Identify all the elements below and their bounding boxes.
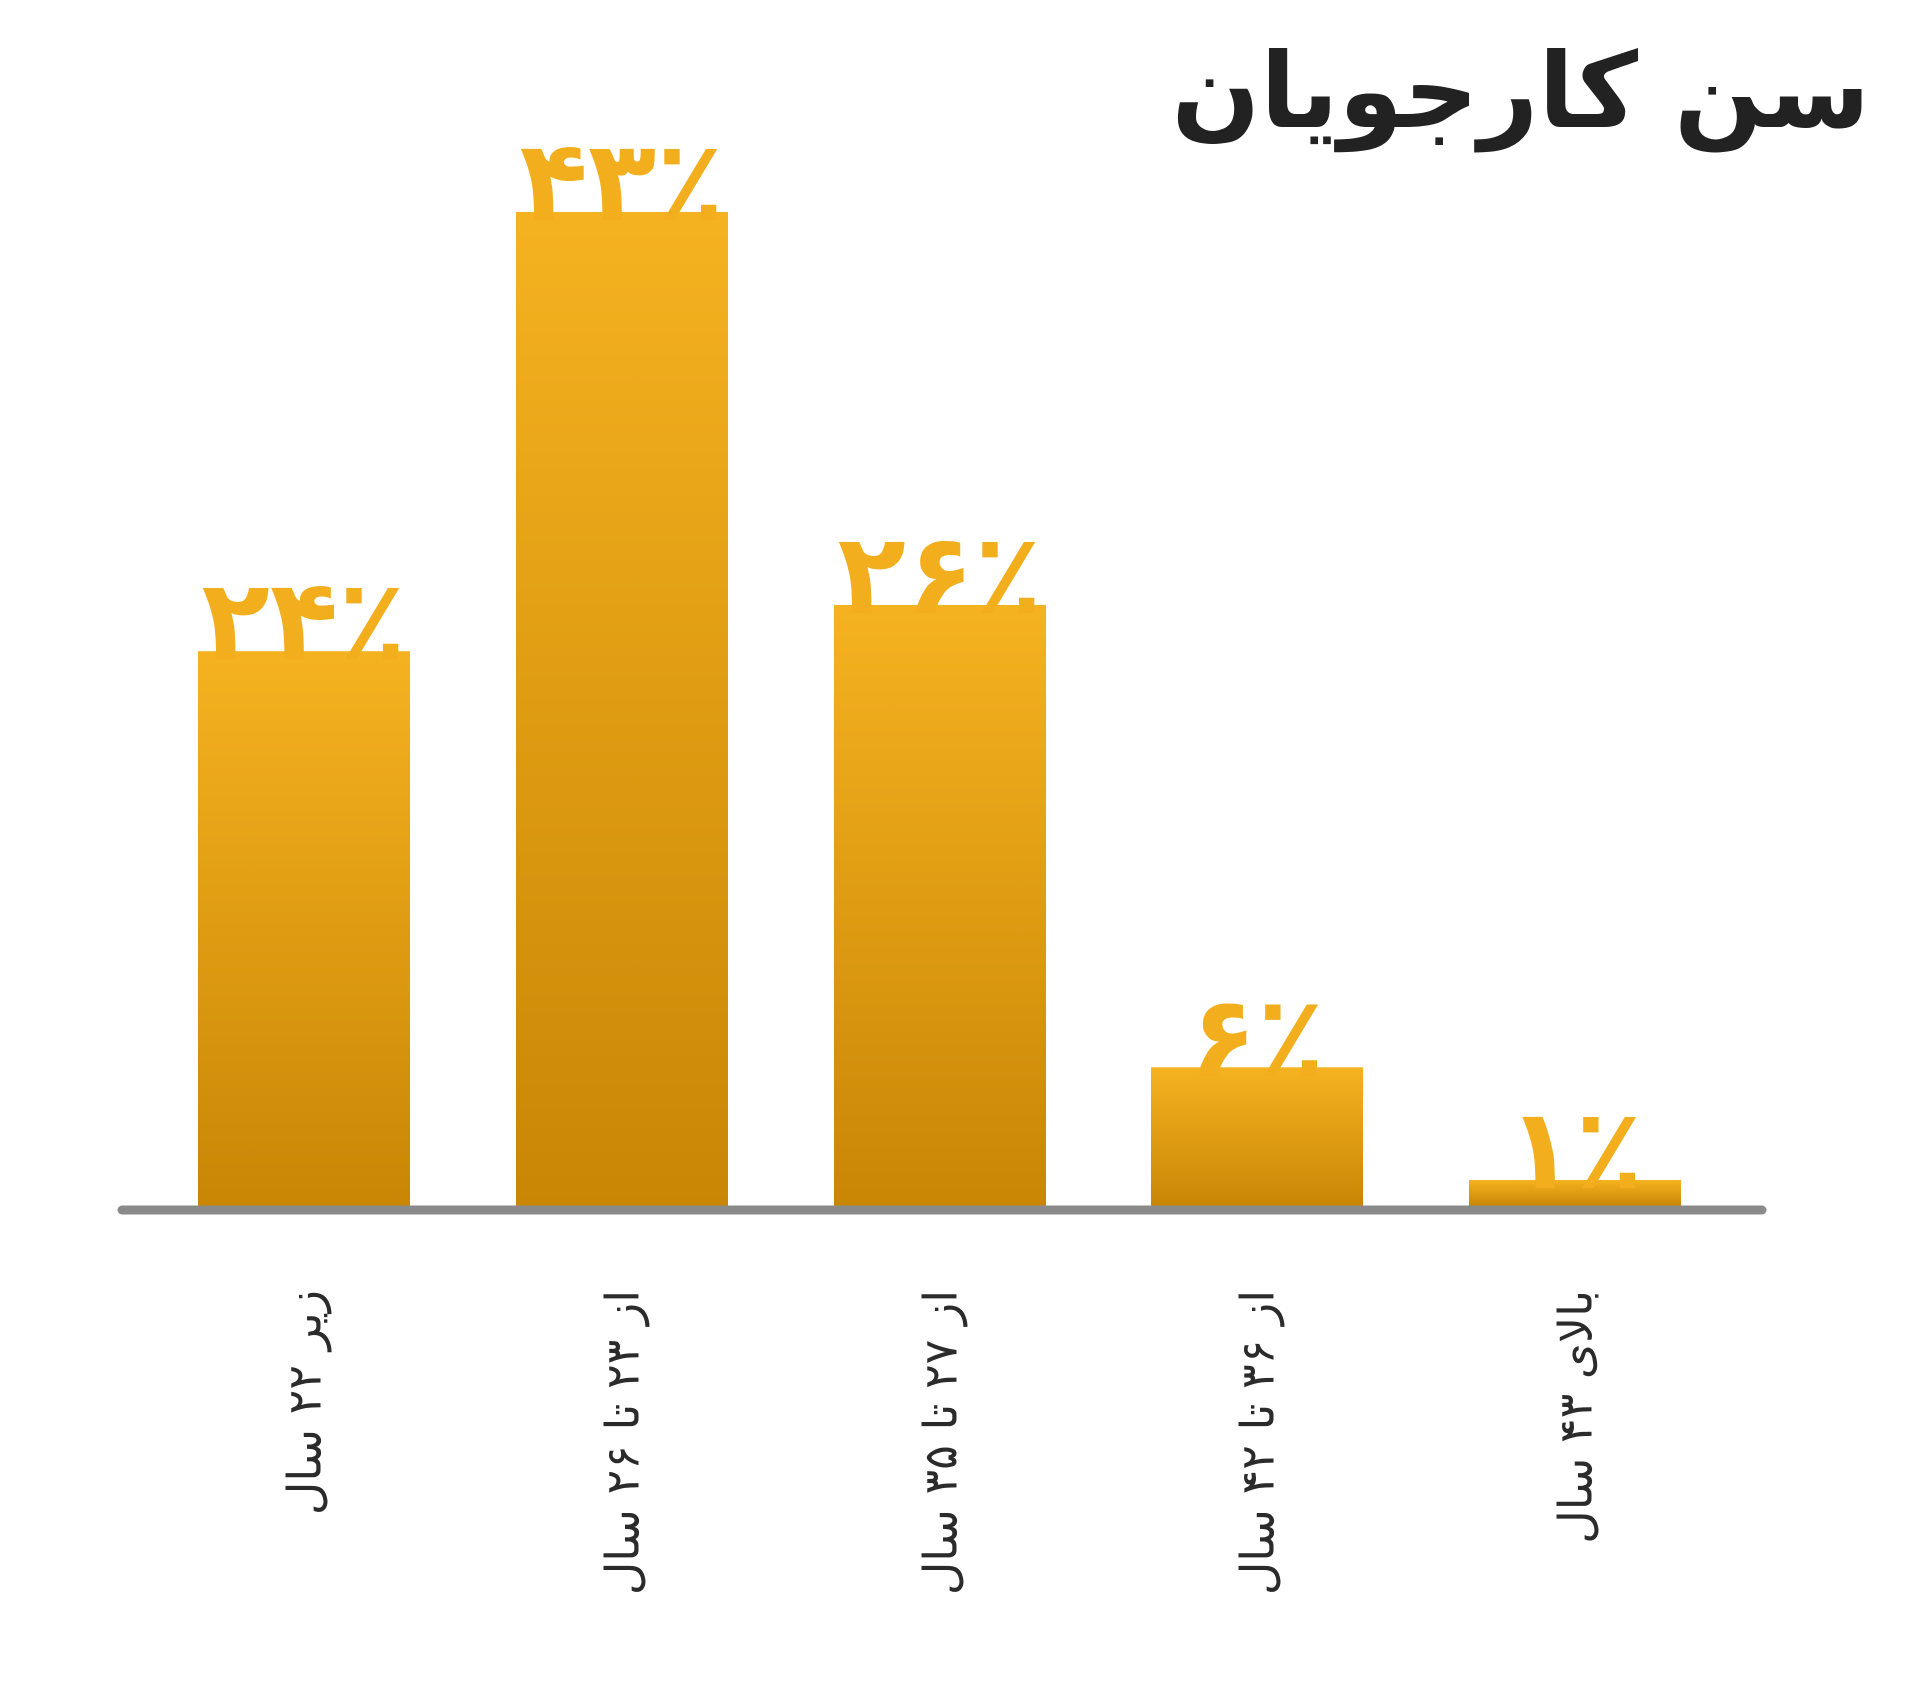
bar-value-label-4: ۶٪ bbox=[1189, 972, 1326, 1102]
chart-title: سن کارجویان bbox=[1171, 30, 1871, 152]
category-label-1: زیر ۲۲ سال bbox=[278, 1290, 333, 1515]
bar-2 bbox=[516, 212, 728, 1206]
category-labels-layer: زیر ۲۲ سال از ۲۳ تا ۲۶ سال از ۲۷ تا ۳۵ سال… bbox=[278, 1290, 1603, 1595]
bar-4 bbox=[1151, 1067, 1363, 1206]
bar-1 bbox=[198, 651, 410, 1206]
category-label-3: از ۲۷ تا ۳۵ سال bbox=[914, 1290, 968, 1595]
bar-3 bbox=[834, 604, 1046, 1206]
bars-layer: ۲۴٪ ۴۳٪ ۲۶٪ ۶٪ ۱٪ bbox=[198, 117, 1681, 1215]
bar-value-label-1: ۲۴٪ bbox=[201, 556, 406, 686]
category-label-4: از ۳۶ تا ۴۲ سال bbox=[1231, 1290, 1285, 1595]
category-label-2: از ۲۳ تا ۲۶ سال bbox=[596, 1290, 650, 1595]
bar-5 bbox=[1469, 1180, 1681, 1206]
bar-value-label-2: ۴۳٪ bbox=[519, 117, 724, 247]
category-label-5: بالای ۴۳ سال bbox=[1549, 1290, 1603, 1544]
bar-value-label-5: ۱٪ bbox=[1507, 1085, 1644, 1215]
bar-value-label-3: ۲۶٪ bbox=[837, 510, 1042, 640]
